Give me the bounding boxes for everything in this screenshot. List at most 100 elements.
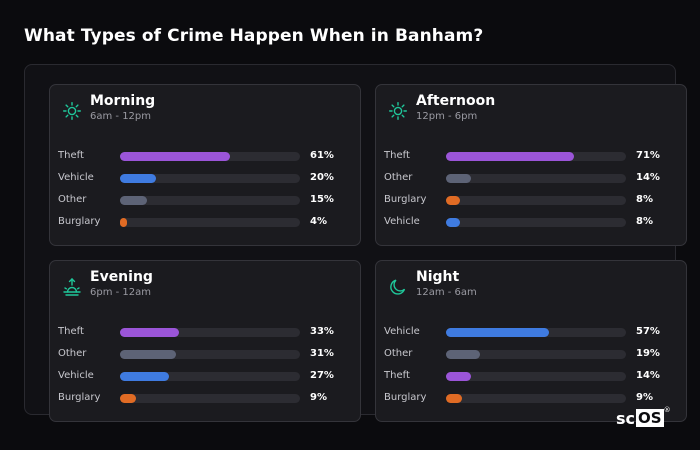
card-icon (62, 101, 82, 121)
bar-vehicle (446, 328, 549, 337)
bar-track (120, 394, 300, 403)
bar-vehicle (120, 174, 156, 183)
sun-icon (63, 102, 81, 120)
bar-row-other: Other 15% (58, 193, 358, 207)
bar-track (120, 372, 300, 381)
sun-icon (389, 102, 407, 120)
bar-burglary (446, 196, 460, 205)
bar-category-label: Theft (58, 150, 84, 161)
bar-value-label: 27% (310, 370, 334, 381)
bar-track (120, 174, 300, 183)
bar-track (120, 350, 300, 359)
bar-row-other: Other 31% (58, 347, 358, 361)
bar-row-theft: Theft 61% (58, 149, 358, 163)
bar-burglary (120, 218, 127, 227)
chart-card-night: Night 12am - 6am Vehicle 57% Other 19% Theft 14… (375, 260, 687, 422)
bar-row-other: Other 14% (384, 171, 684, 185)
card-title: Night (416, 269, 460, 285)
card-icon (62, 277, 82, 297)
bar-row-burglary: Burglary 4% (58, 215, 358, 229)
bar-other (446, 174, 471, 183)
bar-value-label: 9% (636, 392, 653, 403)
bar-category-label: Theft (58, 326, 84, 337)
bar-track (446, 152, 626, 161)
bar-burglary (120, 394, 136, 403)
bar-track (446, 174, 626, 183)
page-title: What Types of Crime Happen When in Banha… (24, 26, 484, 46)
bar-category-label: Other (384, 172, 413, 183)
bar-row-other: Other 19% (384, 347, 684, 361)
bar-other (446, 350, 480, 359)
card-title: Afternoon (416, 93, 496, 109)
bar-theft (120, 152, 230, 161)
bar-other (120, 350, 176, 359)
bar-category-label: Other (58, 348, 87, 359)
chart-card-evening: Evening 6pm - 12am Theft 33% Other 31% Vehicle… (49, 260, 361, 422)
chart-card-afternoon: Afternoon 12pm - 6pm Theft 71% Other 14% Burgl… (375, 84, 687, 246)
bar-category-label: Vehicle (58, 370, 94, 381)
bar-row-theft: Theft 14% (384, 369, 684, 383)
bar-category-label: Vehicle (384, 216, 420, 227)
card-icon (388, 277, 408, 297)
bar-track (446, 350, 626, 359)
bar-track (120, 328, 300, 337)
bar-theft (446, 372, 471, 381)
bar-row-vehicle: Vehicle 8% (384, 215, 684, 229)
bar-track (446, 328, 626, 337)
bar-track (446, 218, 626, 227)
bar-value-label: 14% (636, 172, 660, 183)
bar-track (120, 218, 300, 227)
bar-burglary (446, 394, 462, 403)
card-time-range: 12pm - 6pm (416, 111, 478, 122)
bar-vehicle (120, 372, 169, 381)
brand-registered-mark: ® (663, 406, 671, 414)
brand-text-os: OS (636, 409, 664, 427)
brand-logo: sc OS ® (616, 406, 671, 430)
bar-value-label: 57% (636, 326, 660, 337)
bar-theft (120, 328, 179, 337)
moon-icon (390, 279, 406, 295)
card-title: Evening (90, 269, 153, 285)
bar-category-label: Burglary (58, 392, 101, 403)
bar-row-vehicle: Vehicle 57% (384, 325, 684, 339)
bar-category-label: Vehicle (58, 172, 94, 183)
bar-value-label: 71% (636, 150, 660, 161)
bar-value-label: 8% (636, 194, 653, 205)
bar-row-theft: Theft 33% (58, 325, 358, 339)
bar-row-burglary: Burglary 8% (384, 193, 684, 207)
bar-value-label: 15% (310, 194, 334, 205)
card-time-range: 6pm - 12am (90, 287, 152, 298)
bar-category-label: Vehicle (384, 326, 420, 337)
bar-row-vehicle: Vehicle 20% (58, 171, 358, 185)
bar-track (120, 196, 300, 205)
bar-vehicle (446, 218, 460, 227)
bar-track (446, 196, 626, 205)
chart-card-morning: Morning 6am - 12pm Theft 61% Vehicle 20% Other… (49, 84, 361, 246)
bar-track (120, 152, 300, 161)
bar-category-label: Burglary (58, 216, 101, 227)
bar-row-burglary: Burglary 9% (384, 391, 684, 405)
bar-value-label: 20% (310, 172, 334, 183)
bar-category-label: Theft (384, 370, 410, 381)
bar-theft (446, 152, 574, 161)
bar-value-label: 9% (310, 392, 327, 403)
sunset-icon (63, 278, 81, 296)
bar-value-label: 14% (636, 370, 660, 381)
bar-category-label: Burglary (384, 392, 427, 403)
bar-category-label: Other (384, 348, 413, 359)
bar-value-label: 31% (310, 348, 334, 359)
bar-category-label: Burglary (384, 194, 427, 205)
bar-category-label: Other (58, 194, 87, 205)
bar-other (120, 196, 147, 205)
bar-value-label: 4% (310, 216, 327, 227)
bar-value-label: 19% (636, 348, 660, 359)
card-title: Morning (90, 93, 156, 109)
bar-value-label: 61% (310, 150, 334, 161)
bar-row-theft: Theft 71% (384, 149, 684, 163)
bar-track (446, 372, 626, 381)
bar-row-burglary: Burglary 9% (58, 391, 358, 405)
card-time-range: 12am - 6am (416, 287, 477, 298)
bar-row-vehicle: Vehicle 27% (58, 369, 358, 383)
bar-track (446, 394, 626, 403)
card-time-range: 6am - 12pm (90, 111, 152, 122)
